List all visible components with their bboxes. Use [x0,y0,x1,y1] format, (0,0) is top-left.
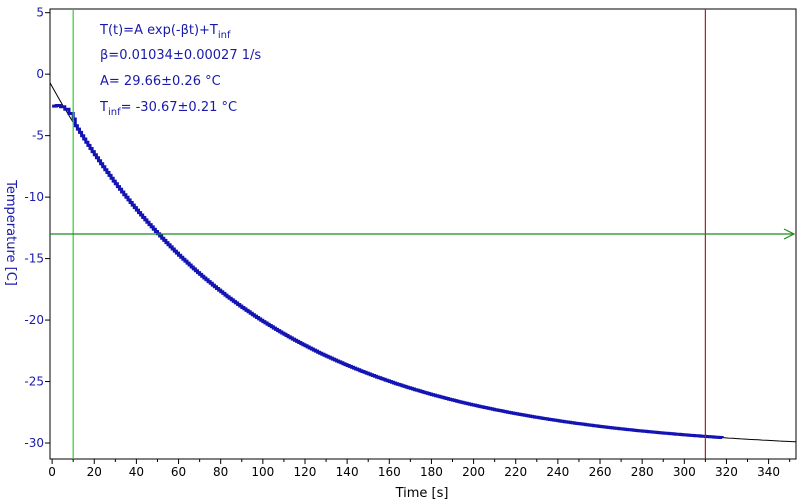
x-tick-label: 300 [673,465,696,479]
x-tick-label: 200 [462,465,485,479]
x-tick-label: 140 [336,465,359,479]
measured-data [52,104,724,439]
x-tick-label: 120 [294,465,317,479]
y-tick-label: -15 [24,252,44,266]
x-tick-label: 280 [631,465,654,479]
fit-tinf: Tinf= -30.67±0.21 °C [99,100,237,118]
cursor-lines [50,9,796,459]
x-axis-ticks: 0 20 40 60 80 100 120 140 160 180 200 220 240 260 280 3… [48,459,791,479]
y-tick-label: -10 [24,190,44,204]
x-tick-label: 100 [251,465,274,479]
fit-beta: β=0.01034±0.00027 1/s [100,48,261,63]
x-tick-label: 0 [48,465,56,479]
x-axis-title: Time [s] [395,486,449,501]
y-axis-ticks: 5 0 -5 -10 -15 -20 -25 -30 [24,6,50,450]
y-tick-label: -5 [32,129,44,143]
data-series [49,82,797,443]
x-tick-label: 180 [420,465,443,479]
fit-formula: T(t)=A exp(-βt)+Tinf [99,23,231,41]
y-axis-title: Temperature [C] [3,179,18,286]
y-tick-label: -30 [24,436,44,450]
x-tick-label: 60 [171,465,186,479]
x-tick-label: 20 [87,465,102,479]
x-tick-label: 220 [504,465,527,479]
y-tick-label: 5 [36,6,44,20]
y-tick-label: -20 [24,313,44,327]
fit-curve [49,82,797,443]
x-tick-label: 160 [378,465,401,479]
y-tick-label: 0 [36,67,44,81]
x-tick-label: 40 [129,465,144,479]
x-tick-label: 240 [546,465,569,479]
x-tick-label: 340 [757,465,780,479]
x-tick-label: 260 [589,465,612,479]
fit-a: A= 29.66±0.26 °C [100,74,221,89]
y-tick-label: -25 [24,375,44,389]
x-tick-label: 80 [213,465,228,479]
horizontal-cursor-arrow [783,228,796,240]
fit-annotation: T(t)=A exp(-βt)+Tinf β=0.01034±0.00027 1… [99,23,261,118]
x-tick-label: 320 [715,465,738,479]
